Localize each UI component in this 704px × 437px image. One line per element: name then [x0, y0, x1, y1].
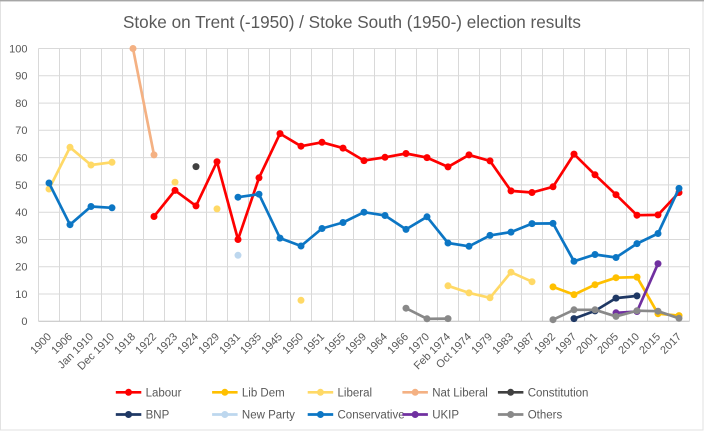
svg-text:20: 20	[15, 262, 27, 274]
svg-text:Constitution: Constitution	[528, 387, 589, 399]
svg-text:50: 50	[15, 180, 27, 192]
svg-text:UKIP: UKIP	[432, 410, 459, 422]
svg-text:100: 100	[9, 43, 27, 55]
svg-text:BNP: BNP	[146, 410, 170, 422]
svg-text:0: 0	[21, 316, 27, 328]
svg-text:Labour: Labour	[146, 387, 182, 399]
svg-text:Nat Liberal: Nat Liberal	[432, 387, 488, 399]
svg-text:80: 80	[15, 98, 27, 110]
svg-text:40: 40	[15, 207, 27, 219]
svg-text:Lib Dem: Lib Dem	[242, 387, 285, 399]
svg-text:Conservative: Conservative	[338, 410, 405, 422]
svg-text:Liberal: Liberal	[338, 387, 373, 399]
svg-text:30: 30	[15, 234, 27, 246]
svg-text:New Party: New Party	[242, 410, 295, 422]
svg-text:10: 10	[15, 289, 27, 301]
svg-text:60: 60	[15, 153, 27, 165]
svg-text:70: 70	[15, 125, 27, 137]
svg-text:Others: Others	[528, 410, 563, 422]
svg-text:Stoke on Trent (-1950) / Stoke: Stoke on Trent (-1950) / Stoke South (19…	[123, 12, 581, 32]
svg-text:90: 90	[15, 71, 27, 83]
